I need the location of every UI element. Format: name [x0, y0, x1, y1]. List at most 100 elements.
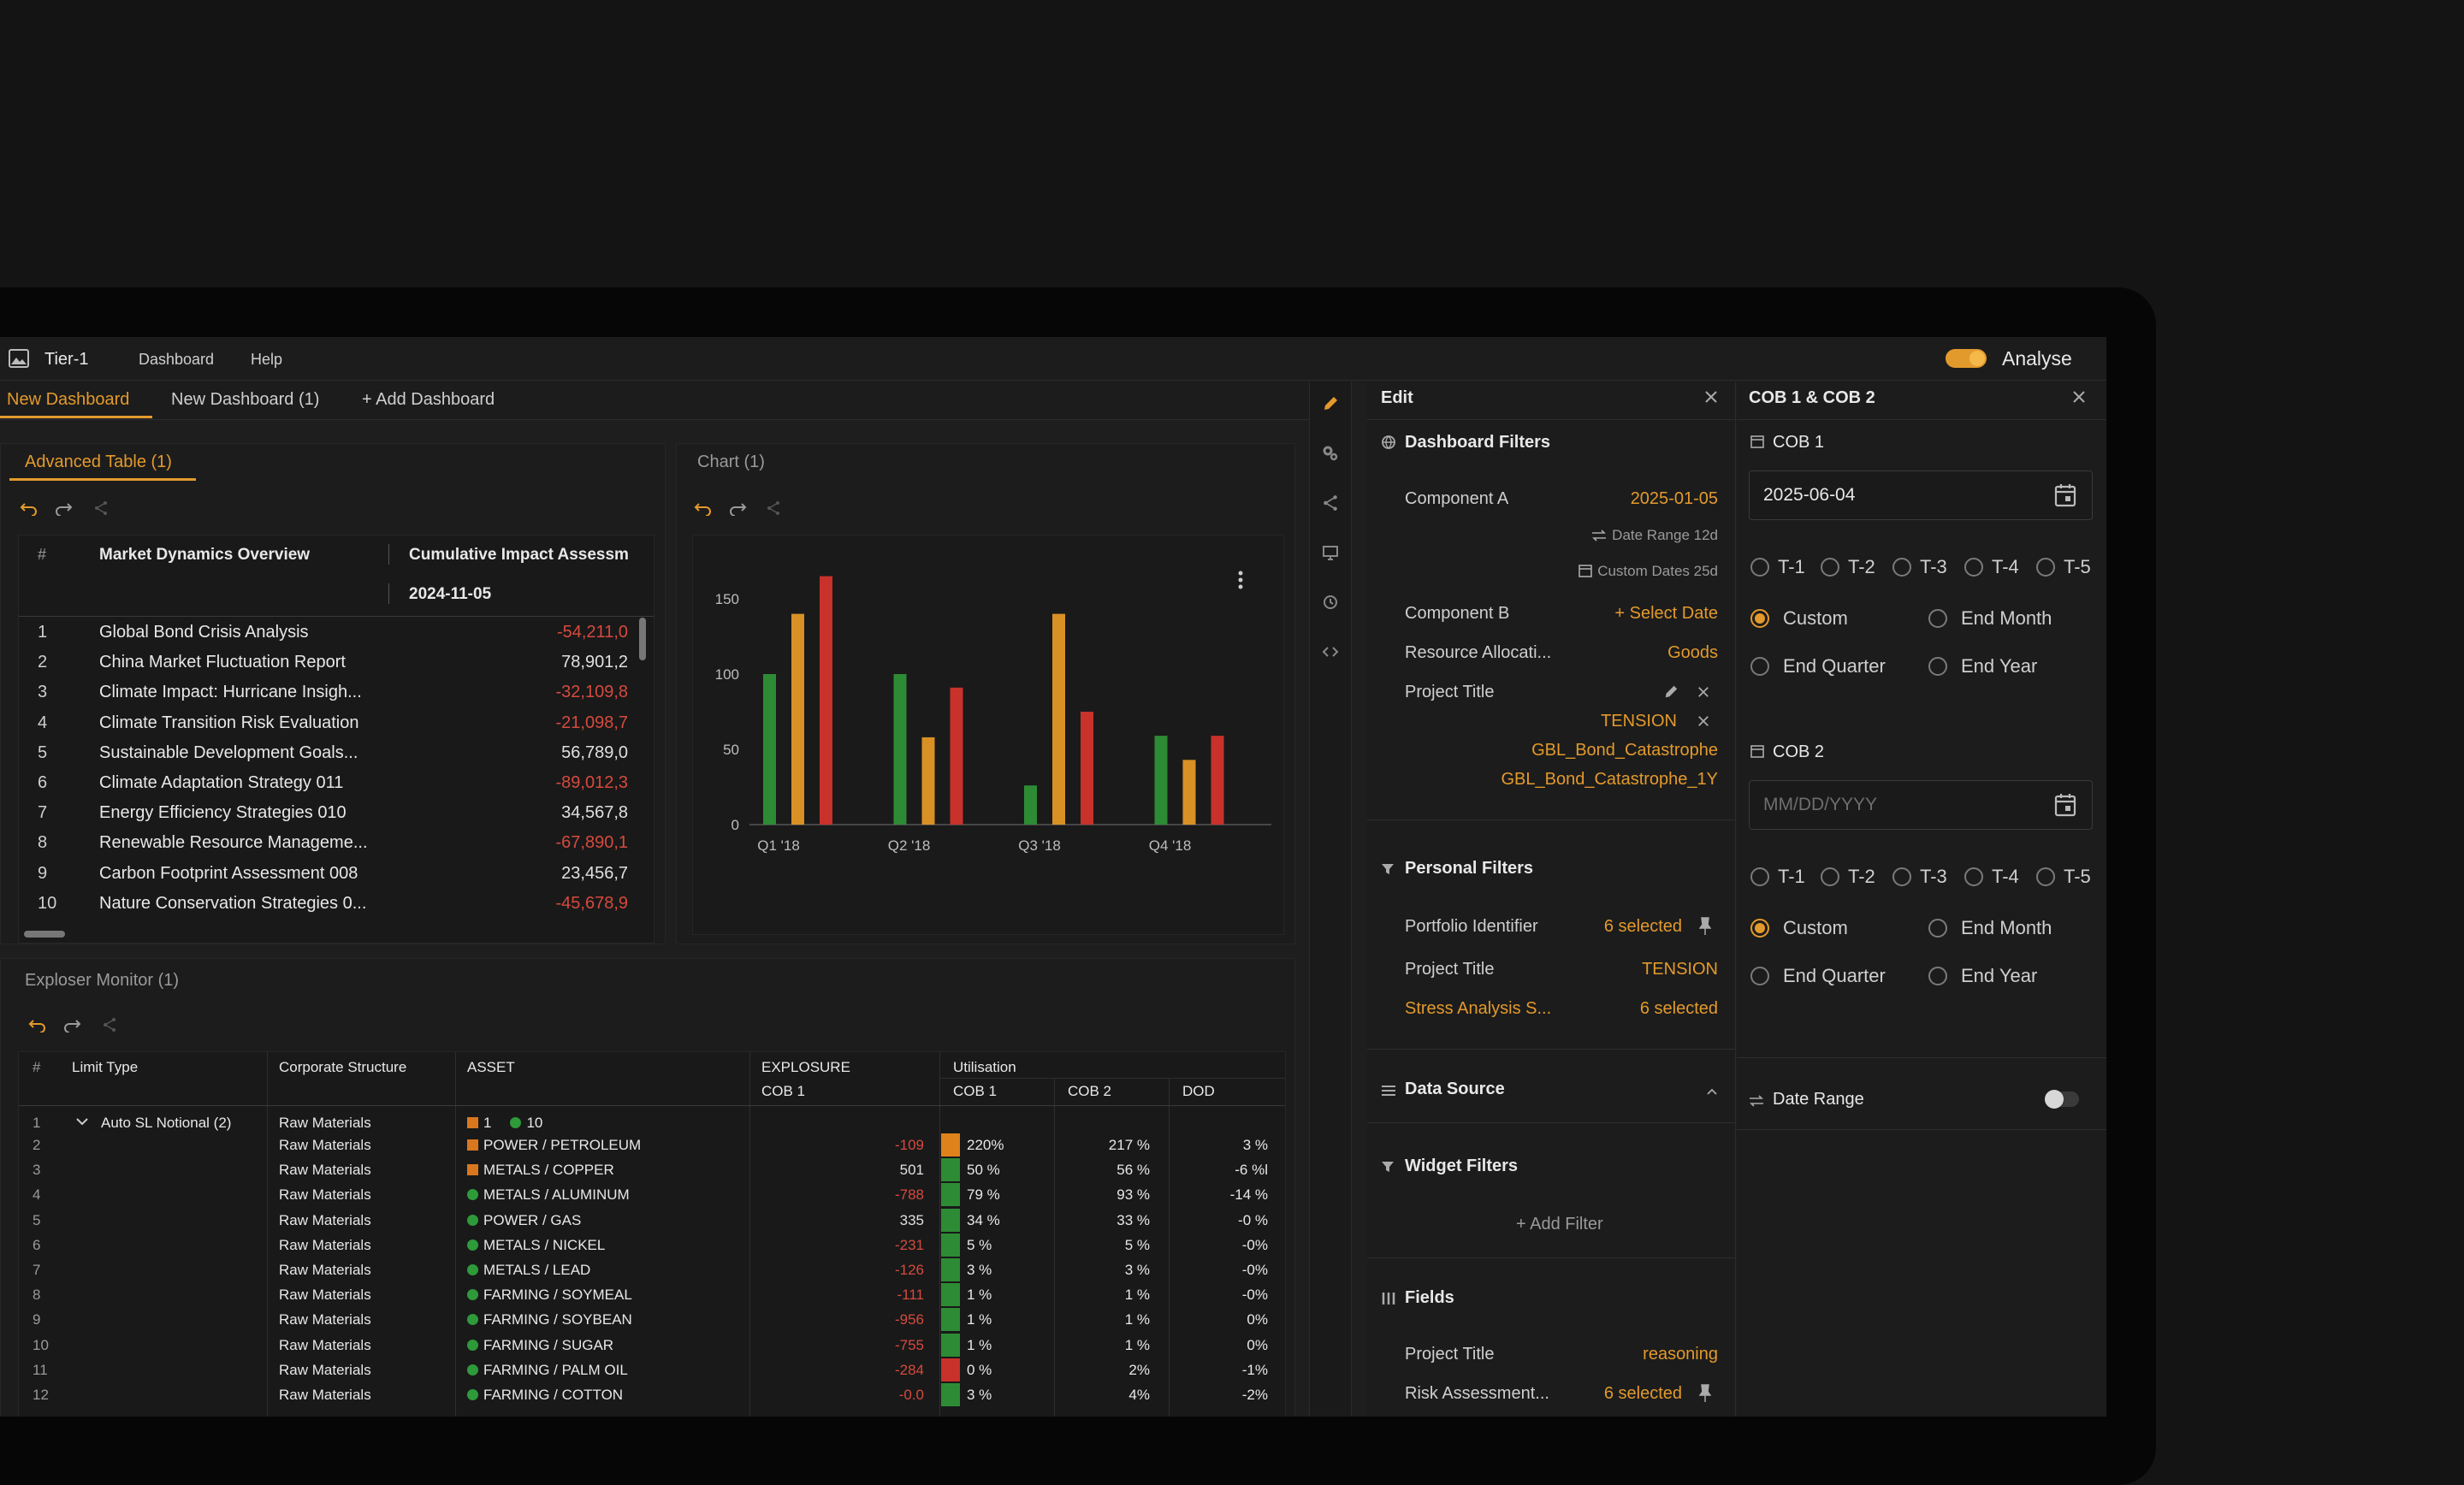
table-row[interactable]: 5 Sustainable Development Goals... 56,789,… — [19, 738, 654, 768]
table-row[interactable]: 9 Carbon Footprint Assessment 008 23,456,7 — [19, 859, 654, 889]
radio-end-year[interactable] — [1928, 657, 1947, 676]
pin-icon[interactable] — [1698, 917, 1712, 940]
share-icon[interactable] — [1322, 494, 1339, 516]
table-row[interactable]: 2 Raw Materials POWER / PETROLEUM -109 220% 2… — [19, 1133, 1285, 1157]
table-row[interactable]: 8 Raw Materials FARMING / SOYMEAL -111 1 % 1 … — [19, 1282, 1285, 1307]
col-limit-type-header[interactable]: Limit Type — [72, 1059, 139, 1075]
undo-icon[interactable] — [28, 1019, 47, 1037]
col-dod-header[interactable]: DOD — [1182, 1083, 1215, 1099]
cob2-date-input[interactable]: MM/DD/YYYY — [1749, 780, 2093, 830]
radio-end-month[interactable] — [1928, 919, 1947, 938]
radio-t-1[interactable] — [1750, 558, 1769, 577]
radio-t-5[interactable] — [2036, 867, 2055, 886]
table-row[interactable]: 10 Raw Materials FARMING / SUGAR -755 1 % 1 %… — [19, 1333, 1285, 1358]
close-icon[interactable] — [1704, 390, 1718, 408]
table-row[interactable]: 4 Climate Transition Risk Evaluation -21,0… — [19, 708, 654, 738]
table-row[interactable]: 3 Raw Materials METALS / COPPER 501 50 % 56 %… — [19, 1157, 1285, 1182]
table-row[interactable]: 10 Nature Conservation Strategies 0... -45… — [19, 889, 654, 919]
radio-end-month[interactable] — [1928, 609, 1947, 628]
date-range-toggle[interactable] — [2045, 1090, 2079, 1109]
table-row[interactable]: 4 Raw Materials METALS / ALUMINUM -788 79 % 9… — [19, 1182, 1285, 1207]
share-icon[interactable] — [93, 500, 109, 520]
project-title-option[interactable]: GBL_Bond_Catastrophe_1Y — [1501, 770, 1718, 789]
table-row[interactable]: 7 Raw Materials METALS / LEAD -126 3 % 3 % -0% — [19, 1257, 1285, 1282]
field-risk-assessment-value[interactable]: 6 selected — [1603, 1384, 1682, 1403]
select-date-button[interactable]: + Select Date — [1614, 604, 1718, 623]
menu-help[interactable]: Help — [251, 351, 283, 368]
radio-custom[interactable] — [1750, 609, 1769, 628]
project-title-tag[interactable]: TENSION — [1601, 712, 1677, 731]
col-utilisation-header[interactable]: Utilisation — [953, 1059, 1016, 1075]
remove-tag-icon[interactable] — [1697, 715, 1709, 731]
component-a-value[interactable]: 2025-01-05 — [1630, 489, 1718, 508]
col-market-header[interactable]: Market Dynamics Overview — [99, 546, 311, 564]
gears-icon[interactable] — [1322, 445, 1339, 466]
col-impact-header[interactable]: Cumulative Impact Assessm — [409, 546, 629, 564]
pencil-icon[interactable] — [1663, 684, 1679, 704]
chevron-down-icon[interactable] — [75, 1115, 89, 1131]
dashboard-filters-heading[interactable]: Dashboard Filters — [1405, 433, 1551, 452]
radio-end-quarter[interactable] — [1750, 967, 1769, 985]
history-icon[interactable] — [1322, 594, 1339, 615]
menu-dashboard[interactable]: Dashboard — [139, 351, 215, 368]
pencil-icon[interactable] — [1322, 395, 1339, 417]
radio-t-4[interactable] — [1964, 867, 1983, 886]
tab-new-dashboard-1[interactable]: New Dashboard (1) — [171, 390, 320, 409]
vertical-scrollbar[interactable] — [639, 618, 646, 660]
horizontal-scrollbar[interactable] — [24, 931, 65, 938]
project-title-value[interactable]: TENSION — [1642, 960, 1718, 979]
col-corporate-header[interactable]: Corporate Structure — [279, 1059, 407, 1075]
group-label[interactable]: Auto SL Notional (2) — [101, 1115, 232, 1131]
radio-t-1[interactable] — [1750, 867, 1769, 886]
col-util-cob1-header[interactable]: COB 1 — [953, 1083, 998, 1099]
radio-t-2[interactable] — [1821, 867, 1839, 886]
table-row[interactable]: 7 Energy Efficiency Strategies 010 34,567,… — [19, 798, 654, 828]
radio-custom[interactable] — [1750, 919, 1769, 938]
radio-t-5[interactable] — [2036, 558, 2055, 577]
exposure-monitor-title[interactable]: Exploser Monitor (1) — [25, 971, 180, 990]
personal-filters-heading[interactable]: Personal Filters — [1405, 859, 1534, 878]
resource-allocation-value[interactable]: Goods — [1667, 643, 1718, 662]
add-dashboard-button[interactable]: + Add Dashboard — [362, 390, 495, 409]
radio-end-year[interactable] — [1928, 967, 1947, 985]
redo-icon[interactable] — [728, 502, 747, 520]
table-row[interactable]: 2 China Market Fluctuation Report 78,901,2 — [19, 648, 654, 677]
table-row[interactable]: 6 Climate Adaptation Strategy 011 -89,012,… — [19, 768, 654, 798]
data-source-heading[interactable]: Data Source — [1405, 1080, 1505, 1098]
share-icon[interactable] — [766, 500, 781, 520]
table-row[interactable]: 9 Raw Materials FARMING / SOYBEAN -956 1 % 1 … — [19, 1307, 1285, 1332]
table-row[interactable]: 8 Renewable Resource Manageme... -67,890,1 — [19, 828, 654, 858]
col-exposure-cob1-header[interactable]: COB 1 — [761, 1083, 806, 1099]
portfolio-identifier-value[interactable]: 6 selected — [1603, 917, 1682, 936]
undo-icon[interactable] — [20, 502, 38, 520]
advanced-table-title[interactable]: Advanced Table (1) — [25, 453, 172, 471]
radio-t-4[interactable] — [1964, 558, 1983, 577]
table-row[interactable]: 5 Raw Materials POWER / GAS 335 34 % 33 % -0 % — [19, 1208, 1285, 1233]
col-util-cob2-header[interactable]: COB 2 — [1068, 1083, 1112, 1099]
more-vertical-icon[interactable] — [1237, 570, 1244, 595]
close-icon[interactable] — [1697, 686, 1709, 702]
chart-panel-title[interactable]: Chart (1) — [697, 453, 765, 471]
table-row[interactable]: 12 Raw Materials FARMING / COTTON -0.0 3 % 4%… — [19, 1382, 1285, 1407]
calendar-icon[interactable] — [2054, 793, 2076, 821]
code-icon[interactable] — [1322, 643, 1339, 665]
redo-icon[interactable] — [54, 502, 73, 520]
table-row[interactable]: 11 Raw Materials FARMING / PALM OIL -284 0 %… — [19, 1358, 1285, 1382]
radio-t-2[interactable] — [1821, 558, 1839, 577]
col-asset-header[interactable]: ASSET — [467, 1059, 515, 1075]
radio-t-3[interactable] — [1892, 867, 1911, 886]
field-project-title-value[interactable]: reasoning — [1643, 1345, 1718, 1364]
analyse-toggle[interactable] — [1946, 349, 1987, 368]
monitor-icon[interactable] — [1322, 544, 1339, 565]
table-row[interactable]: 3 Climate Impact: Hurricane Insigh... -32,… — [19, 677, 654, 707]
col-exposure-header[interactable]: EXPLOSURE — [761, 1059, 850, 1075]
table-row[interactable]: 6 Raw Materials METALS / NICKEL -231 5 % 5 % -… — [19, 1233, 1285, 1257]
stress-analysis-label[interactable]: Stress Analysis S... — [1405, 999, 1552, 1018]
chevron-up-icon[interactable] — [1706, 1085, 1718, 1100]
add-filter-button[interactable]: + Add Filter — [1516, 1215, 1603, 1234]
tab-new-dashboard[interactable]: New Dashboard — [7, 390, 130, 409]
radio-end-quarter[interactable] — [1750, 657, 1769, 676]
widget-filters-heading[interactable]: Widget Filters — [1405, 1157, 1519, 1175]
stress-analysis-value[interactable]: 6 selected — [1639, 999, 1718, 1018]
pin-icon[interactable] — [1698, 1384, 1712, 1407]
